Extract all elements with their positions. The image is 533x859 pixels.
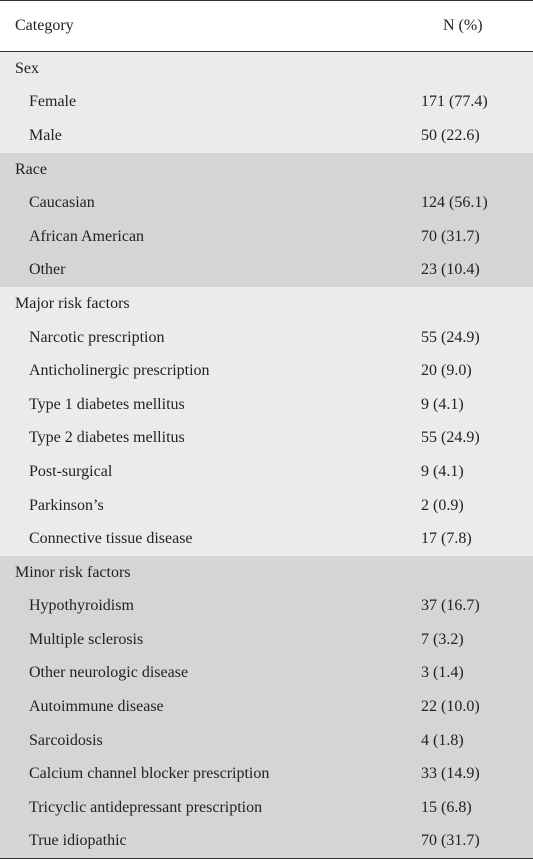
group-title: Major risk factors (15, 294, 130, 312)
row-value: 70 (31.7) (421, 227, 480, 245)
table-row: Autoimmune disease 22 (10.0) (0, 690, 533, 724)
row-value: 17 (7.8) (421, 530, 472, 548)
table-row: Other neurologic disease 3 (1.4) (0, 657, 533, 691)
group-sex: Sex Female 171 (77.4) Male 50 (22.6) (0, 52, 533, 153)
group-title-row: Sex (0, 52, 533, 86)
table-row: True idiopathic 70 (31.7) (0, 825, 533, 859)
row-value: 7 (3.2) (421, 630, 464, 648)
row-label: Tricyclic antidepressant prescription (29, 798, 263, 816)
row-value: 37 (16.7) (421, 597, 480, 615)
row-value: 9 (4.1) (421, 395, 464, 413)
group-title-row: Race (0, 153, 533, 187)
table-row: Other 23 (10.4) (0, 254, 533, 288)
row-label: Hypothyroidism (29, 597, 134, 615)
row-label: Other (29, 261, 66, 279)
row-value: 124 (56.1) (421, 194, 488, 212)
table-row: Calcium channel blocker prescription 33 (… (0, 757, 533, 791)
row-label: Type 2 diabetes mellitus (29, 429, 185, 447)
table-row: Caucasian 124 (56.1) (0, 186, 533, 220)
row-value: 15 (6.8) (421, 798, 472, 816)
row-value: 23 (10.4) (421, 261, 480, 279)
row-value: 171 (77.4) (421, 93, 488, 111)
group-title-row: Minor risk factors (0, 556, 533, 590)
row-label: Other neurologic disease (29, 664, 189, 682)
row-label: Male (29, 126, 62, 144)
table-row: Tricyclic antidepressant prescription 15 … (0, 791, 533, 825)
table-row: Male 50 (22.6) (0, 119, 533, 153)
table-row: Narcotic prescription 55 (24.9) (0, 321, 533, 355)
row-value: 55 (24.9) (421, 429, 480, 447)
table-row: Type 2 diabetes mellitus 55 (24.9) (0, 422, 533, 456)
table-row: Hypothyroidism 37 (16.7) (0, 590, 533, 624)
row-label: Female (29, 93, 77, 111)
group-title: Race (15, 160, 47, 178)
row-label: Calcium channel blocker prescription (29, 765, 270, 783)
row-value: 9 (4.1) (421, 462, 464, 480)
group-title-row: Major risk factors (0, 287, 533, 321)
table-row: Parkinson’s 2 (0.9) (0, 489, 533, 523)
header-category: Category (15, 17, 74, 34)
table-row: Connective tissue disease 17 (7.8) (0, 522, 533, 556)
group-major-risk-factors: Major risk factors Narcotic prescription 5… (0, 287, 533, 556)
table-row: African American 70 (31.7) (0, 220, 533, 254)
row-label: True idiopathic (29, 832, 127, 850)
header-n-percent: N (%) (443, 17, 483, 34)
row-value: 33 (14.9) (421, 765, 480, 783)
row-value: 22 (10.0) (421, 698, 480, 716)
row-label: Narcotic prescription (29, 328, 165, 346)
table-row: Anticholinergic prescription 20 (9.0) (0, 354, 533, 388)
row-value: 20 (9.0) (421, 362, 472, 380)
row-label: Type 1 diabetes mellitus (29, 395, 185, 413)
row-label: Connective tissue disease (29, 530, 193, 548)
table-row: Post-surgical 9 (4.1) (0, 455, 533, 489)
row-value: 4 (1.8) (421, 731, 464, 749)
row-label: Caucasian (29, 194, 95, 212)
table-row: Multiple sclerosis 7 (3.2) (0, 623, 533, 657)
group-minor-risk-factors: Minor risk factors Hypothyroidism 37 (16.7… (0, 555, 533, 859)
row-label: African American (29, 227, 145, 245)
table-row: Female 171 (77.4) (0, 86, 533, 120)
row-value: 50 (22.6) (421, 126, 480, 144)
row-value: 70 (31.7) (421, 832, 480, 850)
row-label: Sarcoidosis (29, 731, 103, 749)
row-label: Post-surgical (29, 462, 113, 480)
table-body: Sex Female 171 (77.4) Male 50 (22.6) Race Cauc… (0, 52, 533, 859)
group-title: Sex (15, 59, 39, 77)
row-label: Multiple sclerosis (29, 630, 144, 648)
row-value: 55 (24.9) (421, 328, 480, 346)
table-row: Type 1 diabetes mellitus 9 (4.1) (0, 388, 533, 422)
row-label: Autoimmune disease (29, 698, 164, 716)
row-value: 3 (1.4) (421, 664, 464, 682)
table-header: Category N (%) (0, 0, 533, 52)
group-title: Minor risk factors (15, 563, 131, 581)
row-value: 2 (0.9) (421, 496, 464, 514)
group-race: Race Caucasian 124 (56.1) African American 7… (0, 152, 533, 288)
row-label: Parkinson’s (29, 496, 104, 514)
row-label: Anticholinergic prescription (29, 362, 210, 380)
table-row: Sarcoidosis 4 (1.8) (0, 724, 533, 758)
